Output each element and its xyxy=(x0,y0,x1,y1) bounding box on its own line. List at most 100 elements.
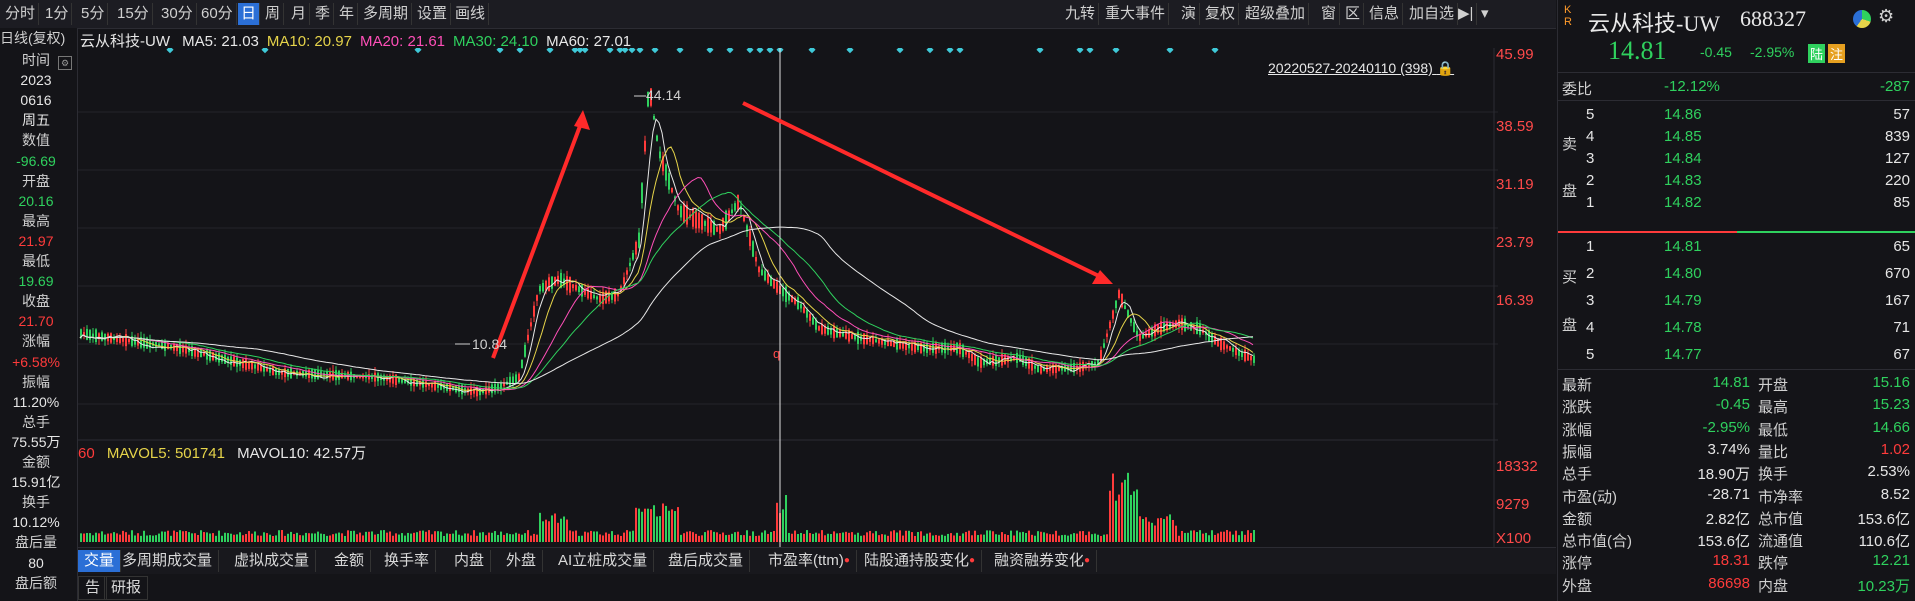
secondary-tab-1[interactable]: 研报 xyxy=(104,576,149,600)
volume-bar xyxy=(398,534,400,542)
indicator-tab-7[interactable]: AI立桩成交量 xyxy=(552,550,655,572)
candle-body xyxy=(665,164,667,181)
candle-body xyxy=(446,383,448,391)
toolbar-item-9[interactable]: 季 xyxy=(312,3,335,25)
indicator-tab-9[interactable]: 市盈率(ttm)● xyxy=(762,550,857,572)
volume-bar xyxy=(146,535,148,542)
indicator-tab-6[interactable]: 外盘 xyxy=(500,550,544,572)
sell-price[interactable]: 14.82 xyxy=(1664,194,1702,211)
volume-bar xyxy=(188,532,190,542)
sidebar-toggle-icon[interactable]: ▶| xyxy=(1455,3,1478,25)
candle-body xyxy=(770,276,772,287)
candle-body xyxy=(101,332,103,341)
volume-bar xyxy=(392,535,394,542)
sell-price[interactable]: 14.84 xyxy=(1664,150,1702,167)
toolbar-right-item-5[interactable]: 窗 xyxy=(1318,3,1341,25)
toolbar-right-item-6[interactable]: 区 xyxy=(1342,3,1365,25)
toolbar-right-item-4[interactable]: 超级叠加 xyxy=(1242,3,1310,25)
stat-label: 开盘 xyxy=(1758,377,1789,394)
candle-body xyxy=(1241,351,1243,357)
settings-icon[interactable]: ⚙ xyxy=(58,56,72,70)
volume-bar xyxy=(1103,534,1105,542)
sell-volume: 839 xyxy=(1884,128,1910,145)
buy-price[interactable]: 14.77 xyxy=(1664,346,1702,363)
indicator-tab-label: 盘后成交量 xyxy=(668,552,744,569)
toolbar-item-8[interactable]: 月 xyxy=(288,3,311,25)
volume-bar xyxy=(482,532,484,542)
toolbar-item-1[interactable]: 1分 xyxy=(42,3,73,25)
sell-price[interactable]: 14.83 xyxy=(1664,172,1702,189)
kline-chart[interactable]: q 44.14 10.84 xyxy=(78,48,1498,548)
stat-label: 总手 xyxy=(1562,466,1593,484)
sell-level-5: 5 xyxy=(1586,106,1595,123)
indicator-tab-3[interactable]: 金额 xyxy=(328,550,372,572)
volume-bar xyxy=(236,534,238,542)
buy-price[interactable]: 14.78 xyxy=(1664,319,1702,336)
toolbar-right-item-7[interactable]: 信息 xyxy=(1366,3,1404,25)
pie-chart-icon[interactable] xyxy=(1853,10,1871,28)
candle-body xyxy=(119,335,121,343)
indicator-tab-2[interactable]: 虚拟成交量 xyxy=(228,550,317,572)
indicator-tab-11[interactable]: 融资融券变化● xyxy=(988,550,1098,572)
candle-body xyxy=(932,342,934,353)
toolbar-right-item-1[interactable]: 重大事件 xyxy=(1102,3,1170,25)
toolbar-item-11[interactable]: 多周期 xyxy=(360,3,413,25)
buy-price[interactable]: 14.81 xyxy=(1664,238,1702,255)
candle-body xyxy=(1253,355,1255,363)
candle-body xyxy=(788,292,790,301)
volume-bar xyxy=(1166,516,1168,542)
volume-bar xyxy=(713,531,715,542)
mavol10-label: MAVOL10: 42.57万 xyxy=(237,445,367,462)
indicator-tab-5[interactable]: 内盘 xyxy=(448,550,492,572)
toolbar-item-10[interactable]: 年 xyxy=(336,3,359,25)
sell-price[interactable]: 14.85 xyxy=(1664,128,1702,145)
volume-bar xyxy=(485,535,487,542)
candle-body xyxy=(827,326,829,335)
toolbar-item-2[interactable]: 5分 xyxy=(78,3,109,25)
candle-body xyxy=(581,284,583,297)
volume-bar xyxy=(1232,534,1234,542)
indicator-tab-10[interactable]: 陆股通持股变化● xyxy=(858,550,983,572)
buy-price[interactable]: 14.80 xyxy=(1664,265,1702,282)
toolbar-right-item-8[interactable]: 加自选 xyxy=(1406,3,1459,25)
candle-body xyxy=(251,362,253,370)
volume-bar xyxy=(491,532,493,542)
toolbar-item-5[interactable]: 60分 xyxy=(198,3,237,25)
toolbar-item-13[interactable]: 画线 xyxy=(452,3,490,25)
indicator-tab-8[interactable]: 盘后成交量 xyxy=(662,550,751,572)
indicator-tab-1[interactable]: 多周期成交量 xyxy=(116,550,220,572)
candle-body xyxy=(1238,349,1240,356)
volume-bar xyxy=(992,531,994,542)
toolbar-right-item-3[interactable]: 复权 xyxy=(1202,3,1240,25)
info-row-14: 涨幅 xyxy=(22,333,50,350)
toolbar-item-3[interactable]: 15分 xyxy=(114,3,153,25)
volume-bar xyxy=(251,533,253,542)
candle-body xyxy=(704,221,706,226)
candle-body xyxy=(1124,305,1126,310)
candle-body xyxy=(584,289,586,295)
volume-bar xyxy=(932,535,934,542)
volume-bar xyxy=(1091,534,1093,542)
date-range-label[interactable]: 20220527-20240110 (398) 🔒 xyxy=(1268,60,1455,76)
toolbar-item-12[interactable]: 设置 xyxy=(414,3,452,25)
toolbar-item-7[interactable]: 周 xyxy=(262,3,285,25)
indicator-tab-0[interactable]: 交量 xyxy=(78,550,122,572)
volume-bar xyxy=(269,534,271,542)
toolbar-right-item-2[interactable]: 演 xyxy=(1178,3,1201,25)
volume-bar xyxy=(503,534,505,542)
indicator-tab-4[interactable]: 换手率 xyxy=(378,550,437,572)
candle-body xyxy=(1199,323,1201,335)
volume-bar xyxy=(710,530,712,542)
volume-bar xyxy=(374,534,376,542)
buy-price[interactable]: 14.79 xyxy=(1664,292,1702,309)
toolbar-item-4[interactable]: 30分 xyxy=(158,3,197,25)
volume-bar xyxy=(1157,518,1159,542)
dropdown-icon[interactable]: ▾ xyxy=(1481,5,1489,22)
toolbar-item-6[interactable]: 日 xyxy=(238,3,261,25)
toolbar-right-item-0[interactable]: 九转 xyxy=(1062,3,1100,25)
secondary-tab-0[interactable]: 告 xyxy=(78,576,108,600)
toolbar-item-0[interactable]: 分时 xyxy=(2,3,40,25)
candle-body xyxy=(182,345,184,353)
settings-gear-icon[interactable]: ⚙ xyxy=(1878,6,1895,26)
sell-price[interactable]: 14.86 xyxy=(1664,106,1702,123)
